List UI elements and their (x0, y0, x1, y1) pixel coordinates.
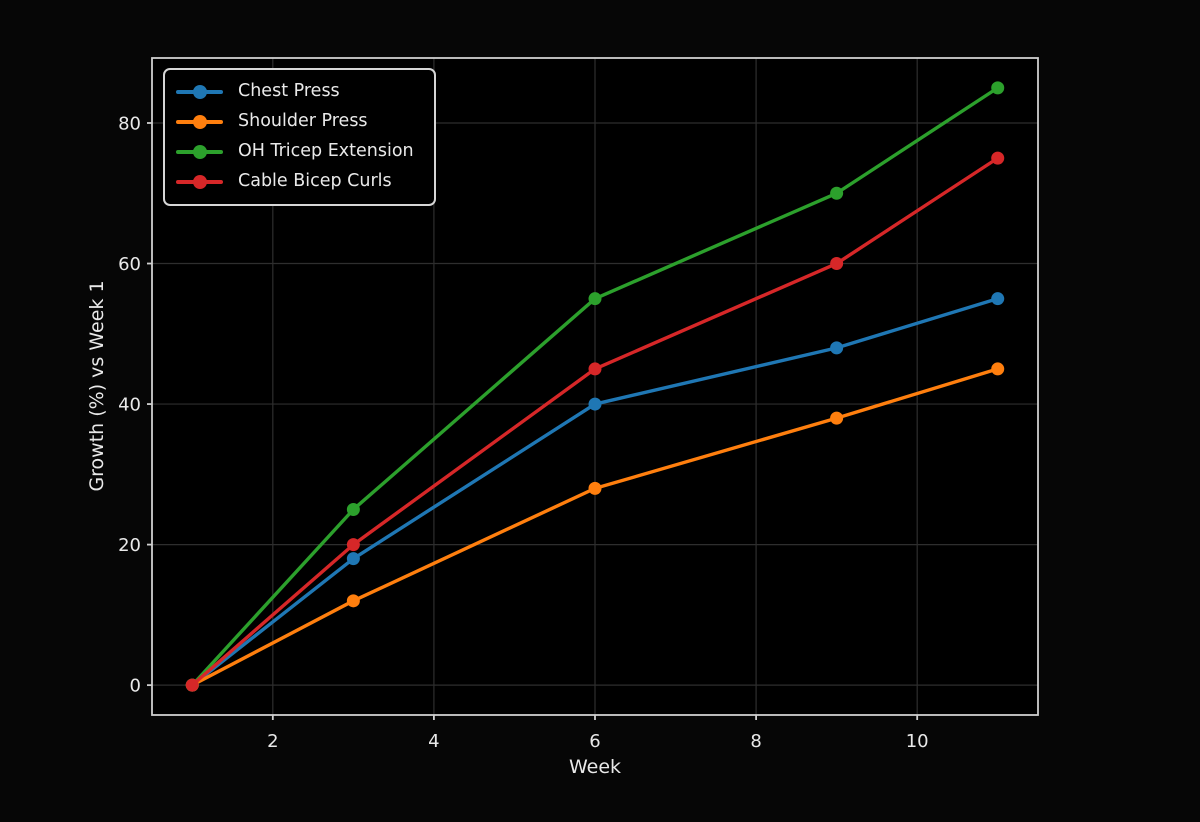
legend-label: Cable Bicep Curls (238, 171, 392, 192)
legend-label: OH Tricep Extension (238, 141, 414, 162)
x-tick-label-8: 8 (750, 731, 761, 752)
y-tick-label-40: 40 (118, 395, 141, 416)
x-tick-label-10: 10 (906, 731, 929, 752)
series-marker-cable-bicep-curls-week-11 (991, 151, 1005, 165)
legend-line-marker-icon (176, 145, 223, 159)
series-marker-oh-tricep-extension-week-6 (588, 292, 602, 306)
legend-label: Chest Press (238, 81, 340, 102)
legend-item-shoulder-press: Shoulder Press (176, 107, 414, 137)
legend-item-chest-press: Chest Press (176, 77, 414, 107)
y-tick-label-80: 80 (118, 113, 141, 134)
legend: Chest Press Shoulder Press OH Tricep Exten… (163, 68, 436, 206)
legend-label: Shoulder Press (238, 111, 368, 132)
series-marker-shoulder-press-week-11 (991, 362, 1005, 376)
y-axis-label: Growth (%) vs Week 1 (86, 280, 108, 492)
legend-line-marker-icon (176, 175, 223, 189)
x-tick-label-4: 4 (428, 731, 439, 752)
series-marker-chest-press-week-11 (991, 292, 1005, 306)
y-tick-label-0: 0 (130, 676, 141, 697)
series-marker-cable-bicep-curls-week-6 (588, 362, 602, 376)
series-marker-shoulder-press-week-6 (588, 481, 602, 495)
legend-line-marker-icon (176, 85, 223, 99)
series-marker-oh-tricep-extension-week-9 (830, 186, 844, 200)
legend-item-oh-tricep-extension: OH Tricep Extension (176, 137, 414, 167)
x-tick-label-6: 6 (589, 731, 600, 752)
series-marker-cable-bicep-curls-week-1 (185, 678, 199, 692)
series-marker-shoulder-press-week-9 (830, 411, 844, 425)
x-axis-label: Week (568, 756, 622, 778)
series-marker-chest-press-week-6 (588, 397, 602, 411)
series-marker-oh-tricep-extension-week-11 (991, 81, 1005, 95)
x-tick-label-2: 2 (267, 731, 278, 752)
legend-item-cable-bicep-curls: Cable Bicep Curls (176, 167, 414, 197)
series-marker-cable-bicep-curls-week-3 (346, 538, 360, 552)
series-marker-cable-bicep-curls-week-9 (830, 257, 844, 271)
y-tick-label-60: 60 (118, 254, 141, 275)
series-marker-chest-press-week-9 (830, 341, 844, 355)
legend-line-marker-icon (176, 115, 223, 129)
series-marker-chest-press-week-3 (346, 552, 360, 566)
y-tick-label-20: 20 (118, 535, 141, 556)
series-marker-oh-tricep-extension-week-3 (346, 502, 360, 516)
series-marker-shoulder-press-week-3 (346, 594, 360, 608)
